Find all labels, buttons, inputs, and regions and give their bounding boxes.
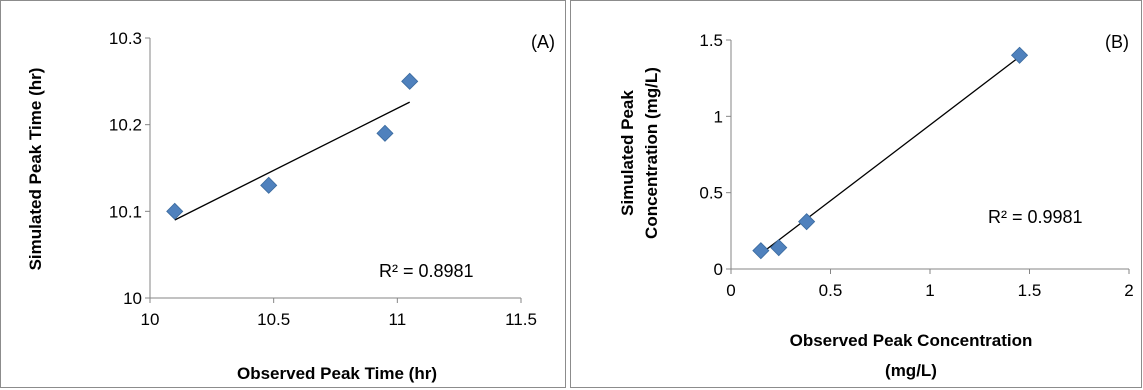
chart-a-trendline <box>174 101 410 221</box>
chart-b-y-tick-label: 0.5 <box>699 184 723 203</box>
chart-a-x-tick-label: 11 <box>389 310 407 329</box>
chart-a-y-tick-label: 10.3 <box>109 29 142 48</box>
chart-a-x-tick-label: 10.5 <box>257 310 290 329</box>
chart-b-data-point <box>752 242 770 260</box>
chart-a-r-squared: R² = 0.8981 <box>379 261 474 281</box>
chart-b-data-point <box>770 239 788 257</box>
chart-b-r-squared: R² = 0.9981 <box>988 207 1083 227</box>
chart-b-y-axis-title-line-1: Simulated Peak <box>618 90 637 216</box>
chart-panel-a: 10 10.1 10.2 10.3 10 10.5 11 11.5 (A) R² = 0.8981… <box>0 0 566 388</box>
chart-a-y-tick-label: 10.1 <box>109 202 142 221</box>
chart-a-data-point <box>166 202 184 220</box>
chart-a-x-tick-label: 11.5 <box>505 310 537 329</box>
chart-a-panel-label: (A) <box>531 32 555 52</box>
chart-b-x-axis-title-line-1: Observed Peak Concentration <box>790 331 1033 350</box>
chart-a-svg: 10 10.1 10.2 10.3 10 10.5 11 11.5 (A) R² = 0.8981… <box>26 29 555 383</box>
chart-panel-b: 0 0.5 1 1.5 0 0.5 1 1.5 2 (B) R² = 0.9981 Observed … <box>570 0 1142 388</box>
chart-b-y-axis-title-line-2: Concentration (mg/L) <box>642 67 661 239</box>
chart-b-panel-label: (B) <box>1105 32 1129 52</box>
chart-a-y-axis-title: Simulated Peak Time (hr) <box>26 68 45 271</box>
chart-a-y-tick-label: 10 <box>123 289 142 308</box>
chart-b-y-tick-label: 1.5 <box>699 31 723 50</box>
chart-b-svg: 0 0.5 1 1.5 0 0.5 1 1.5 2 (B) R² = 0.9981 Observed … <box>618 31 1134 380</box>
chart-b-y-tick-label: 0 <box>714 260 723 279</box>
chart-b-data-point <box>798 213 816 231</box>
chart-b-x-axis-title-line-2: (mg/L) <box>885 361 937 380</box>
chart-b-y-tick-label: 1 <box>714 107 723 126</box>
chart-a-data-point <box>376 124 394 142</box>
chart-a-x-tick-label: 10 <box>141 310 160 329</box>
chart-a-data-point <box>260 176 278 194</box>
chart-b-data-point <box>1010 46 1029 64</box>
chart-b-x-tick-label: 1 <box>925 281 934 300</box>
chart-b-trendline <box>760 56 1020 255</box>
chart-a-x-axis-title: Observed Peak Time (hr) <box>237 364 437 383</box>
chart-a-y-tick-label: 10.2 <box>109 116 142 135</box>
chart-a-data-point <box>401 72 419 90</box>
chart-b-x-tick-label: 0.5 <box>819 281 843 300</box>
chart-b-x-tick-label: 1.5 <box>1018 281 1042 300</box>
chart-b-x-tick-label: 2 <box>1124 281 1133 300</box>
chart-b-x-tick-label: 0 <box>726 281 735 300</box>
